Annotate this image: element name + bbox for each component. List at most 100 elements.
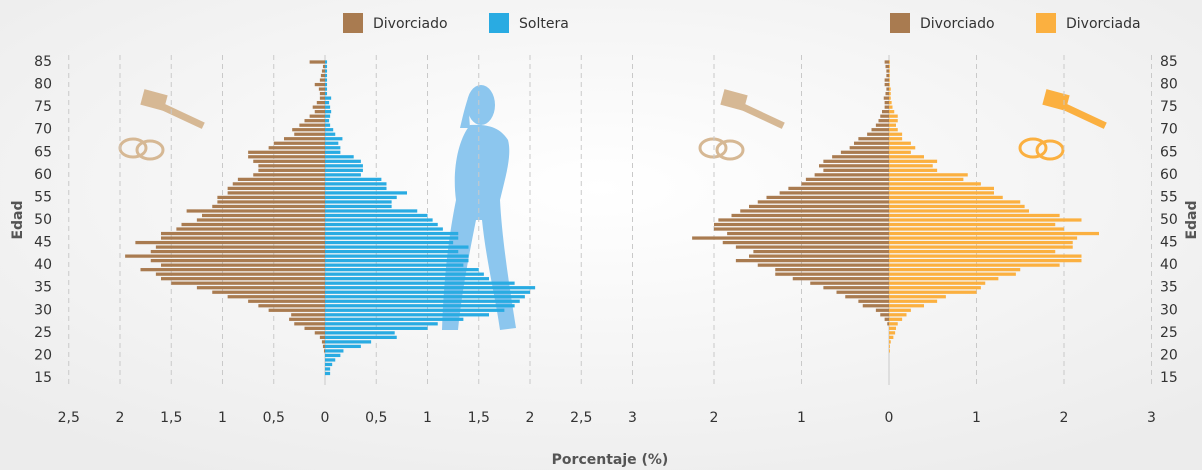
bar [884,317,889,321]
bar [268,146,325,150]
bar [325,317,464,321]
legend-swatch [343,13,363,33]
y-tick-label: 65 [34,144,52,160]
bar [309,60,325,64]
bar [889,105,893,109]
x-tick-label: 0 [885,410,894,426]
bar [889,60,890,64]
bar [186,209,325,213]
x-tick-label: 1,5 [468,410,490,426]
bar [248,299,325,303]
bar [889,91,891,96]
bar [889,82,890,87]
bar [196,286,325,290]
bar [883,96,889,100]
bar [875,123,889,127]
series [692,60,889,326]
bar [889,272,1016,276]
bar [325,272,484,276]
legend-swatch [489,13,509,33]
y-tick-label: 85 [34,54,52,70]
bar [294,132,325,136]
series [125,60,325,353]
bar [258,168,325,172]
bar [325,353,341,358]
bar [161,236,325,240]
bar [294,322,325,326]
bar [880,114,889,118]
bar [299,123,325,127]
bar [889,182,981,186]
bar [314,82,325,87]
bar [325,326,428,330]
bar [284,137,325,141]
bar [889,281,986,285]
bar [325,240,454,245]
bar [325,308,505,312]
bar [212,204,325,209]
y-tick-label: 30 [34,302,52,318]
bar [889,173,968,177]
bar [325,64,328,69]
bar [232,182,325,186]
bar [325,105,331,109]
bar [779,191,889,195]
bar [325,132,336,136]
bar [889,101,892,105]
bar [161,231,325,236]
bar [325,141,339,145]
bar [832,155,889,159]
bar [325,78,328,82]
bar [304,119,325,123]
bar [889,335,894,339]
bar [325,362,333,367]
bar [325,60,328,64]
bar [312,105,325,109]
bar [889,227,1064,231]
bar [889,110,895,114]
bar [889,218,1082,222]
x-axis-label: Porcentaje (%) [552,452,669,468]
bar [889,114,898,118]
bar [258,304,325,308]
bar [889,177,964,181]
bar [889,295,946,299]
y-tick-label: 40 [1160,257,1178,273]
y-tick-label: 80 [1160,77,1178,93]
bar [325,263,464,267]
bar [862,304,889,308]
bar [740,209,889,213]
bar [181,222,325,227]
bar [325,200,392,204]
bar [889,64,890,69]
y-axis-label: Edad [10,200,26,239]
legend-label: Divorciado [920,16,995,32]
bar [889,313,907,317]
bar [889,213,1060,218]
bar [792,277,889,281]
bar [325,245,469,249]
bar [248,150,325,154]
bar [889,78,890,82]
bar [889,87,891,91]
bar [322,344,325,349]
bar [217,200,325,204]
bar [292,128,325,132]
bar [325,96,332,100]
bar [325,331,395,335]
bar [886,69,889,73]
y-tick-label: 35 [34,280,52,296]
bar [323,349,325,353]
bar [161,277,325,281]
bar [325,114,331,118]
bar [849,146,889,150]
bar [325,119,330,123]
bar [176,227,325,231]
bar [889,236,1078,240]
bar [889,268,1021,272]
bar [731,213,889,218]
bar [161,263,325,267]
legend-label: Divorciada [1066,16,1141,32]
bar [823,286,889,290]
